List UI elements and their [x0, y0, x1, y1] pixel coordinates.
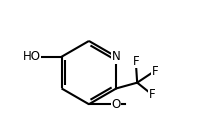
Text: F: F — [132, 55, 139, 68]
Text: F: F — [149, 88, 156, 101]
Text: HO: HO — [23, 50, 41, 63]
Text: N: N — [112, 50, 121, 63]
Text: O: O — [111, 98, 120, 111]
Text: F: F — [152, 65, 158, 78]
